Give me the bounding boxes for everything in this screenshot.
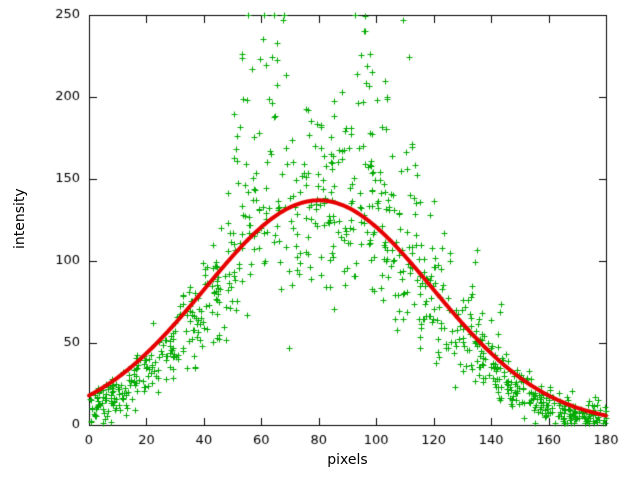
x-axis-label: pixels (327, 452, 368, 468)
y-axis-label: intensity (12, 188, 28, 249)
